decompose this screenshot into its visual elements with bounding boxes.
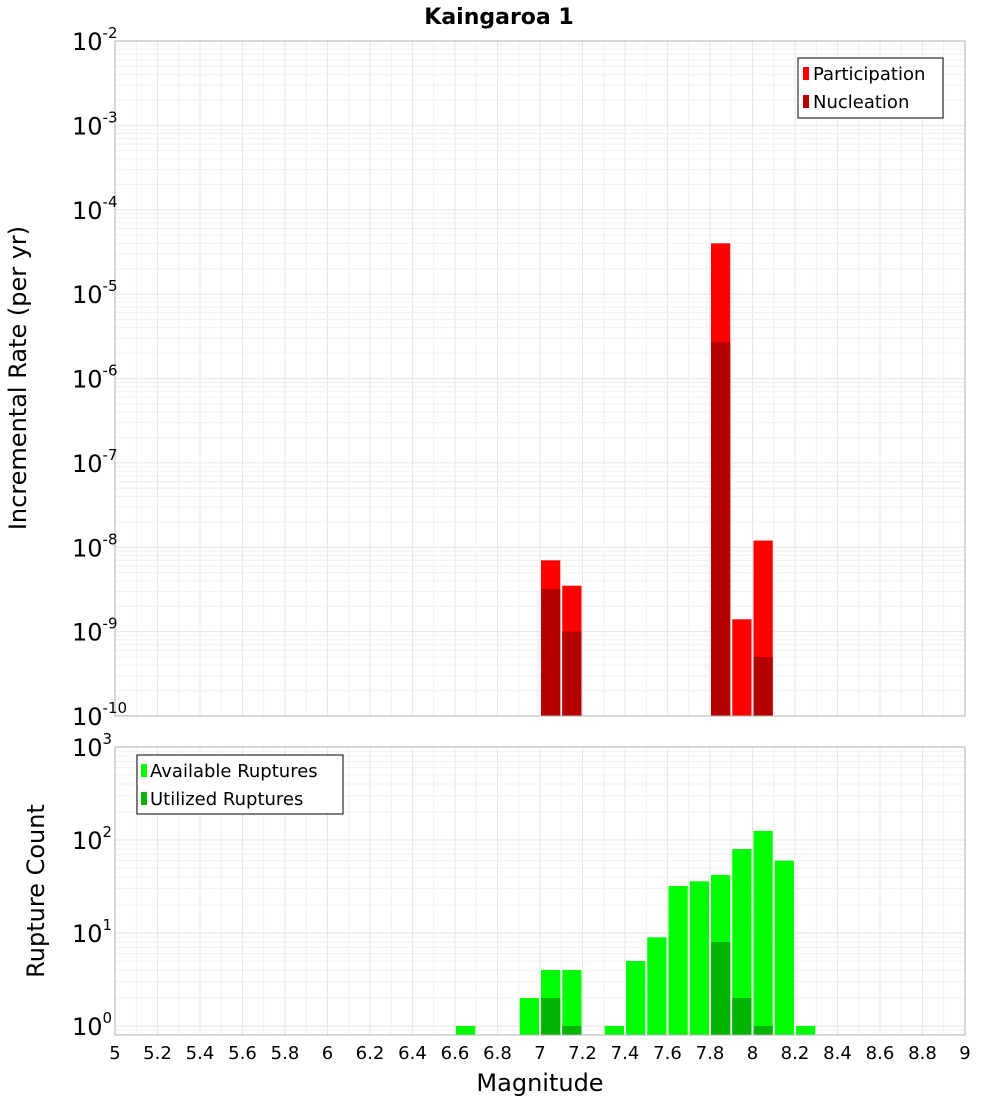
top-grid [114, 41, 966, 717]
legend-swatch-available [141, 764, 147, 777]
x-tick-label: 6 [322, 1043, 333, 1064]
legend-swatch-participation [803, 67, 809, 80]
chart-title: Kaingaroa 1 [424, 5, 573, 30]
top-legend: Participation Nucleation [797, 57, 944, 119]
bottom-plot-panel: 100 101 102 103 5 5.2 5.4 5.6 5.8 6 6.2 6.4 6.6 6.8 7… [22, 730, 971, 1097]
x-tick-label: 5.6 [228, 1043, 257, 1064]
bottom-y-tick-label: 102 [72, 823, 112, 855]
x-tick-label: 6.4 [398, 1043, 427, 1064]
top-y-tick-label: 10-10 [72, 699, 127, 731]
x-tick-label: 7.8 [696, 1043, 725, 1064]
bottom-bar-utilized-ruptures [732, 997, 752, 1035]
x-tick-label: 8.6 [866, 1043, 895, 1064]
x-tick-label: 9 [959, 1043, 970, 1064]
top-plot-frame [114, 40, 966, 717]
bottom-bar-available-ruptures [604, 1025, 624, 1035]
x-axis-label: Magnitude [476, 1069, 603, 1097]
x-tick-label: 7 [534, 1043, 545, 1064]
x-tick-label: 6.8 [483, 1043, 512, 1064]
x-tick-label: 7.6 [653, 1043, 682, 1064]
top-bar-nucleation [753, 657, 773, 716]
top-legend-box [797, 57, 944, 119]
bottom-bar-available-ruptures [519, 997, 539, 1035]
top-bar-nucleation [541, 589, 561, 716]
bottom-bar-available-ruptures [562, 969, 582, 1035]
bottom-bar-available-ruptures [456, 1025, 476, 1035]
bottom-bar-available-ruptures [732, 849, 752, 1035]
bottom-bar-available-ruptures [774, 860, 794, 1035]
bottom-y-tick-label: 101 [72, 916, 112, 948]
x-tick-label: 8.8 [908, 1043, 937, 1064]
bottom-y-tick-label: 103 [72, 730, 112, 762]
x-tick-label: 6.2 [356, 1043, 385, 1064]
top-bar-nucleation [562, 631, 582, 716]
top-y-tick-label: 10-9 [72, 615, 118, 647]
bottom-bar-available-ruptures [668, 886, 688, 1035]
bottom-y-tick-label: 100 [72, 1009, 112, 1041]
x-tick-label: 8.2 [781, 1043, 810, 1064]
bottom-bar-available-ruptures [647, 937, 667, 1035]
legend-label-participation: Participation [813, 64, 925, 85]
legend-label-utilized: Utilized Ruptures [150, 789, 303, 810]
bottom-bar-available-ruptures [626, 960, 646, 1035]
top-y-tick-label: 10-7 [72, 446, 118, 478]
legend-label-available: Available Ruptures [150, 761, 318, 782]
top-y-tick-label: 10-5 [72, 277, 118, 309]
bottom-bar-available-ruptures [753, 830, 773, 1035]
x-tick-label: 5.8 [271, 1043, 300, 1064]
x-tick-label: 8 [747, 1043, 758, 1064]
top-plot-panel: 10-10 10-9 10-8 10-7 10-6 10-5 10-4 10-3 10-2 In… [4, 24, 966, 731]
top-y-tick-labels: 10-10 10-9 10-8 10-7 10-6 10-5 10-4 10-3 10-2 [72, 24, 127, 731]
top-bars [541, 243, 773, 717]
bottom-bar-utilized-ruptures [753, 1025, 773, 1035]
bottom-bar-utilized-ruptures [562, 1025, 582, 1035]
x-tick-label: 7.2 [568, 1043, 597, 1064]
top-y-tick-label: 10-4 [72, 193, 118, 225]
x-tick-label: 5.4 [186, 1043, 215, 1064]
bottom-bar-available-ruptures [796, 1025, 816, 1035]
bottom-bar-utilized-ruptures [541, 997, 561, 1035]
top-bar-nucleation [711, 342, 731, 716]
bottom-legend-box [136, 754, 344, 815]
top-bar-participation [732, 619, 752, 716]
top-y-tick-label: 10-3 [72, 108, 118, 140]
bottom-bars [456, 830, 816, 1035]
top-y-tick-label: 10-8 [72, 530, 118, 562]
top-y-tick-label: 10-2 [72, 24, 118, 56]
x-tick-label: 6.6 [441, 1043, 470, 1064]
top-y-axis-label: Incremental Rate (per yr) [4, 226, 32, 530]
legend-swatch-nucleation [803, 95, 809, 108]
bottom-y-axis-label: Rupture Count [22, 804, 50, 978]
bottom-plot-frame [114, 746, 966, 1036]
legend-swatch-utilized [141, 792, 147, 805]
bottom-legend: Available Ruptures Utilized Ruptures [136, 754, 344, 815]
x-tick-label: 7.4 [611, 1043, 640, 1064]
bottom-y-tick-labels: 100 101 102 103 [72, 730, 112, 1041]
legend-label-nucleation: Nucleation [813, 92, 909, 113]
x-tick-label: 8.4 [823, 1043, 852, 1064]
x-tick-label: 5 [109, 1043, 120, 1064]
x-tick-labels: 5 5.2 5.4 5.6 5.8 6 6.2 6.4 6.6 6.8 7 7.2 7.4 7.6 7.8 8… [109, 1043, 970, 1064]
bottom-bar-available-ruptures [689, 881, 709, 1035]
bottom-bar-utilized-ruptures [711, 942, 731, 1035]
x-tick-label: 5.2 [143, 1043, 172, 1064]
top-y-tick-label: 10-6 [72, 362, 118, 394]
